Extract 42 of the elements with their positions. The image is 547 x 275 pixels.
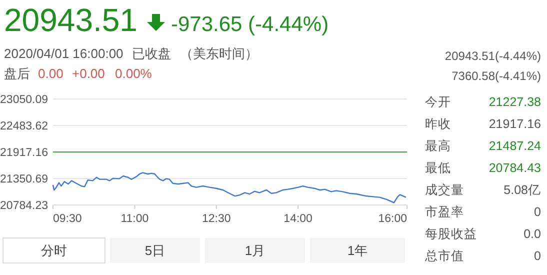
y-tick-label: 21917.16: [0, 147, 48, 159]
text: 今开: [425, 95, 451, 109]
text: 盘后: [4, 66, 30, 81]
x-tick-label: 14:00: [284, 213, 312, 225]
text: 5.08亿: [504, 183, 541, 197]
text: 成交量: [425, 182, 464, 197]
line-series: [52, 172, 407, 204]
text: 1年: [347, 243, 368, 258]
text: 0: [534, 205, 542, 219]
text: 分时: [41, 243, 67, 258]
text: 0: [534, 249, 542, 263]
text: 0.0: [524, 227, 542, 241]
text: 市盈率: [425, 204, 464, 219]
text: 最高: [425, 138, 451, 153]
text: 20943.51(-4.44%): [444, 49, 541, 63]
y-tick-label: 21350.69: [0, 174, 48, 186]
y-tick-label: 22483.62: [0, 120, 48, 132]
text: 21487.24: [488, 139, 542, 153]
x-tick-label: 12:30: [202, 213, 231, 225]
text: 5日: [144, 243, 166, 258]
text: 每股收益: [425, 227, 477, 241]
text: 0.00%: [115, 66, 152, 81]
y-tick-label: 20784.23: [0, 200, 48, 212]
chart-title: 20943.51: [4, 2, 138, 38]
text: 20784.43: [488, 161, 542, 175]
text: 1月: [244, 243, 266, 258]
text: 7360.58(-4.41%): [452, 69, 542, 83]
chart-subtitle: -973.65 (-4.44%): [171, 13, 329, 36]
text: 总市值: [424, 249, 464, 263]
text: （美东时间）: [180, 46, 258, 61]
text: 最低: [425, 161, 451, 175]
x-tick-label: 16:00: [378, 213, 407, 225]
text: 0.00: [38, 66, 64, 81]
text: +0.00: [72, 66, 105, 81]
text: 2020/04/01 16:00:00: [4, 46, 124, 61]
text: 21227.38: [488, 95, 542, 109]
x-tick-label: 11:00: [120, 213, 149, 225]
y-tick-label: 23050.09: [0, 94, 48, 106]
text: 已收盘: [132, 46, 171, 61]
text: 21917.16: [488, 117, 542, 131]
x-tick-label: 09:30: [53, 213, 82, 225]
text: 昨收: [425, 117, 451, 131]
